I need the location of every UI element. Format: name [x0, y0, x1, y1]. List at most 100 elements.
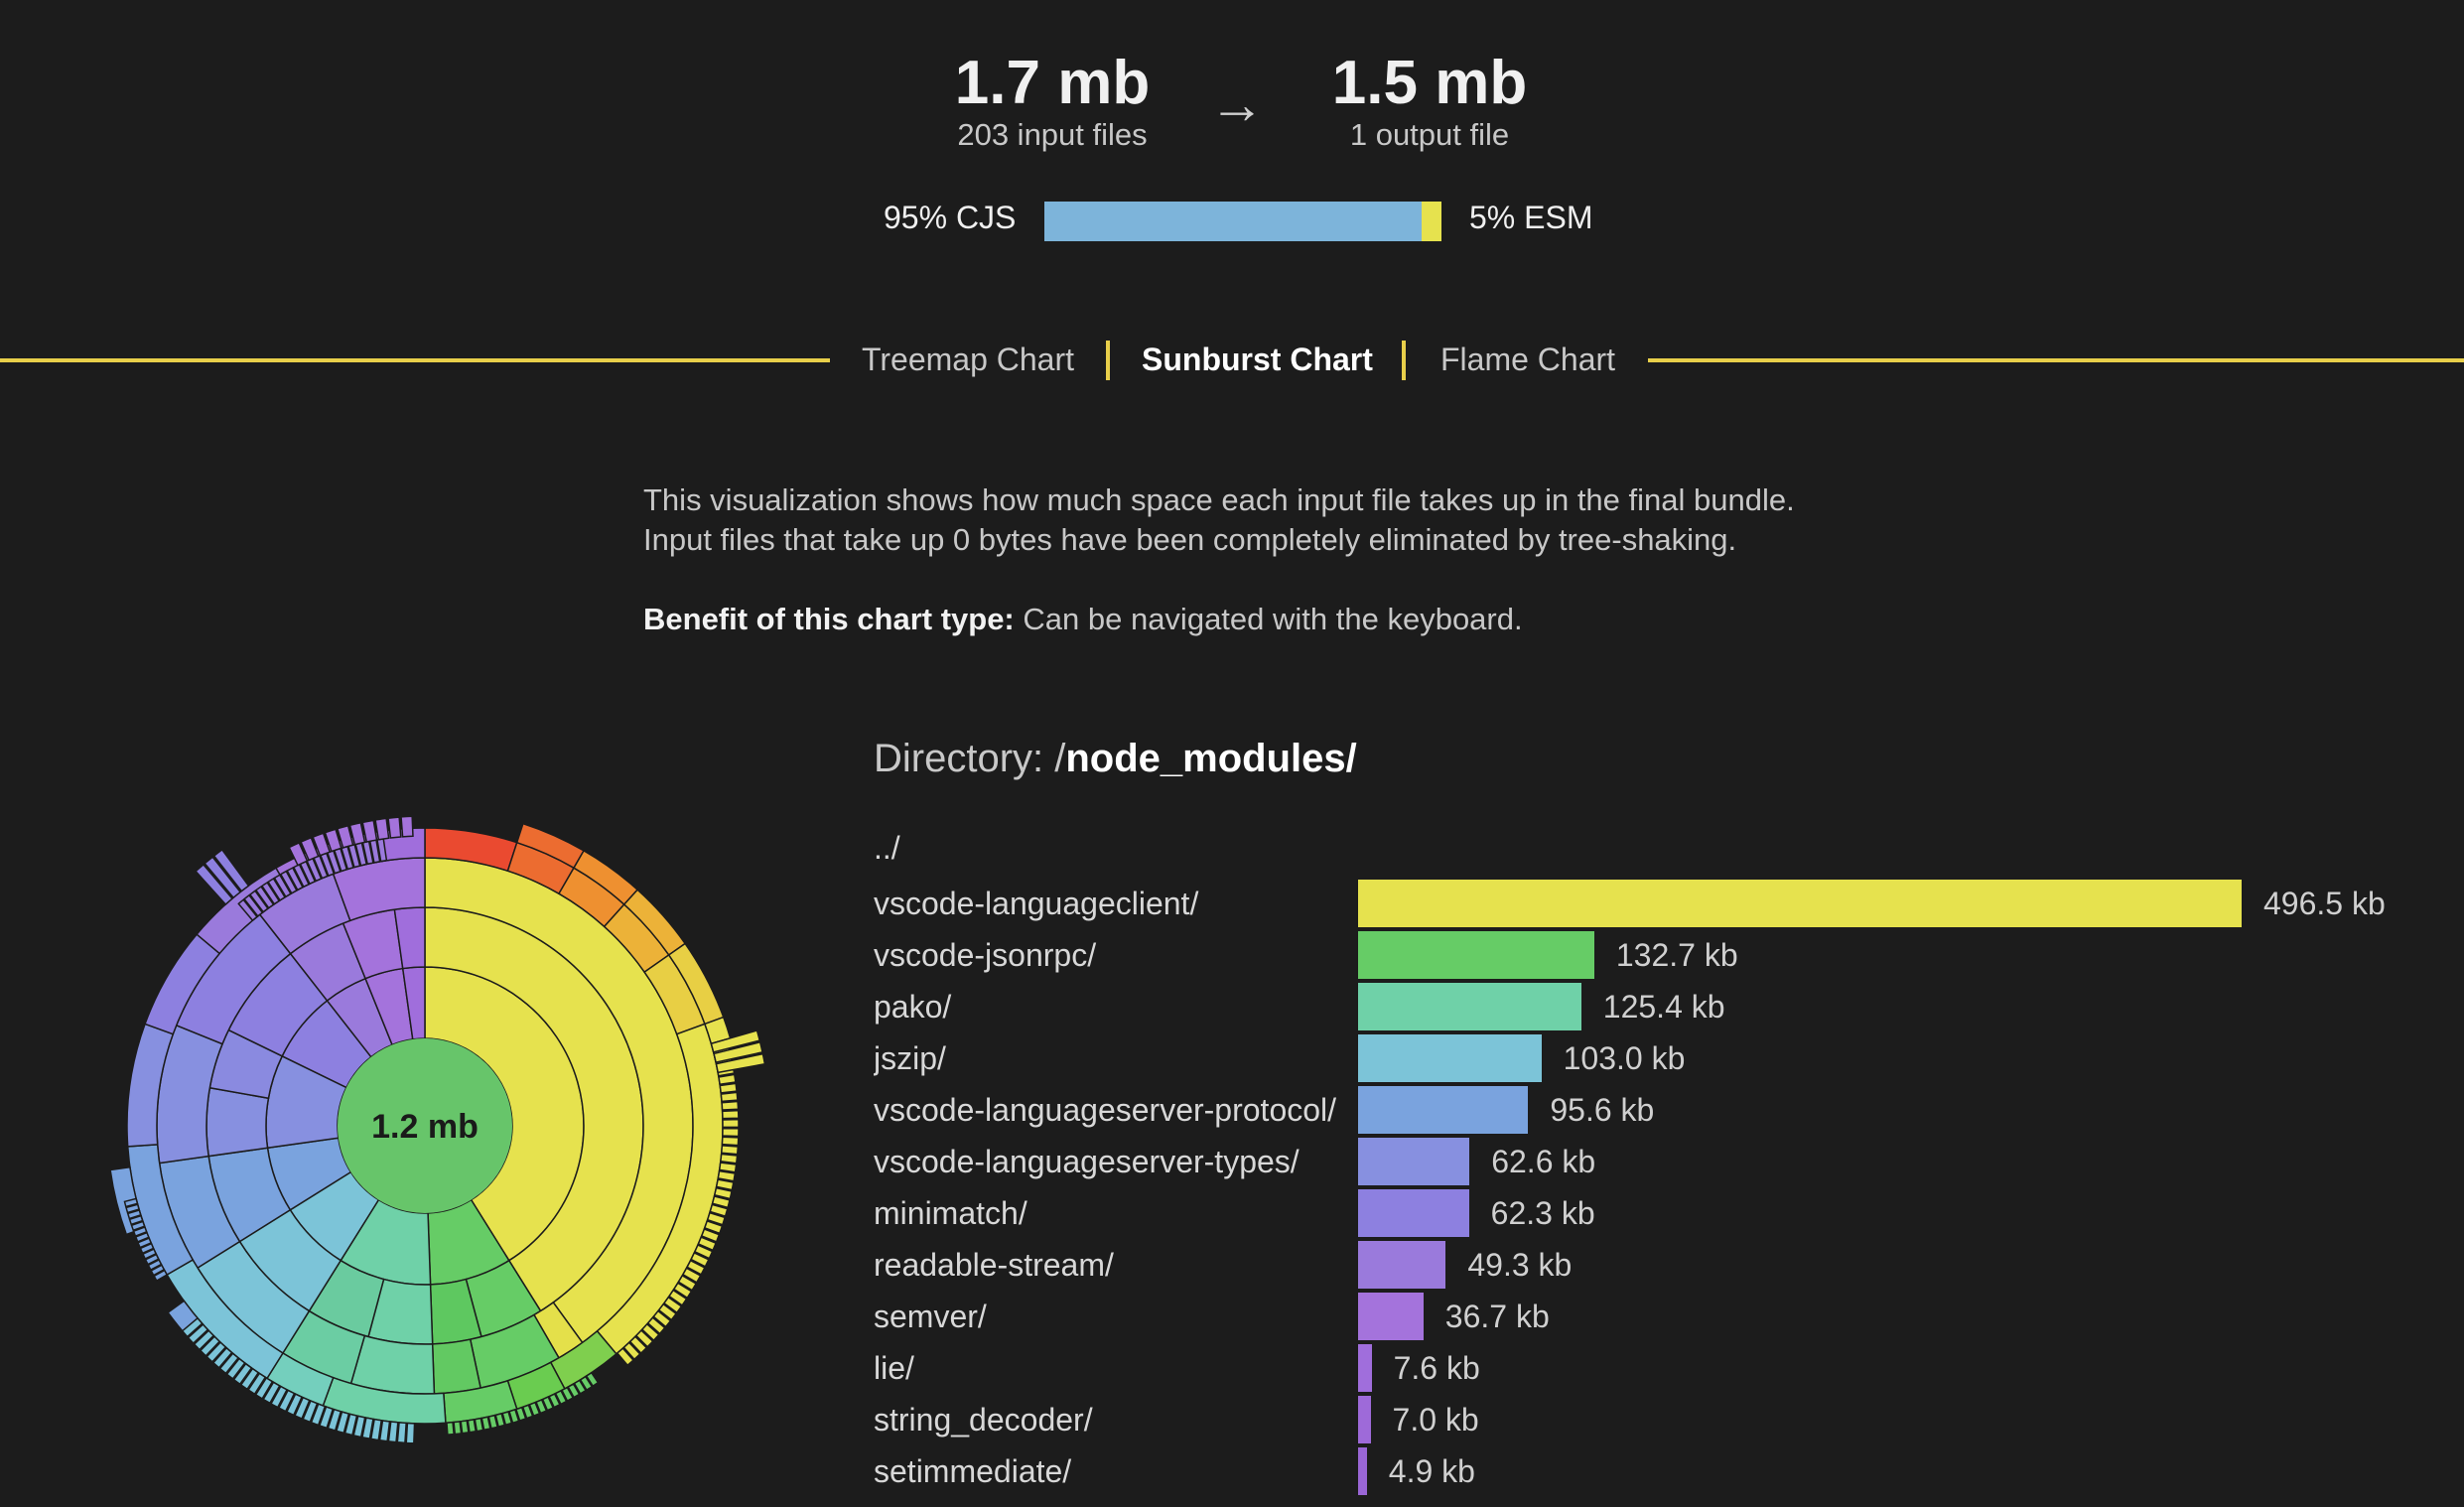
sunburst-fine-segment[interactable]: [369, 1418, 383, 1441]
sunburst-fine-segment[interactable]: [270, 1385, 289, 1409]
sunburst-fine-segment[interactable]: [302, 1400, 319, 1424]
sunburst-fine-segment[interactable]: [528, 1401, 541, 1418]
sunburst-fine-segment[interactable]: [248, 890, 269, 913]
sunburst-fine-segment[interactable]: [487, 1414, 498, 1430]
sunburst-fine-segment[interactable]: [717, 1169, 737, 1182]
sunburst-fine-segment[interactable]: [262, 1381, 281, 1405]
sunburst-fine-segment[interactable]: [150, 1264, 166, 1277]
sunburst-fine-segment[interactable]: [318, 1406, 335, 1430]
sunburst-fine-segment[interactable]: [480, 1416, 491, 1432]
sunburst-fine-segment[interactable]: [697, 1236, 718, 1252]
tab-treemap-chart[interactable]: Treemap Chart: [862, 342, 1074, 377]
sunburst-fine-segment[interactable]: [193, 1329, 215, 1351]
sunburst-fine-segment[interactable]: [181, 1316, 204, 1338]
sunburst-fine-segment[interactable]: [721, 1136, 740, 1147]
sunburst-fine-segment[interactable]: [147, 1258, 163, 1272]
sunburst-fine-segment[interactable]: [514, 1406, 527, 1422]
sunburst-fine-segment[interactable]: [548, 1393, 561, 1409]
sunburst-fine-segment[interactable]: [123, 1197, 139, 1208]
sunburst-fine-segment[interactable]: [722, 1118, 740, 1129]
sunburst-fine-segment[interactable]: [706, 1211, 727, 1226]
sunburst-fine-segment[interactable]: [205, 1341, 227, 1363]
sunburst-fine-segment[interactable]: [719, 1082, 738, 1094]
sunburst-fine-segment[interactable]: [573, 1379, 587, 1395]
sunburst-fine-segment[interactable]: [285, 1393, 304, 1417]
directory-row[interactable]: jszip/103.0 kb: [874, 1032, 2422, 1084]
sunburst-fine-segment[interactable]: [646, 1316, 666, 1335]
sunburst-fine-segment[interactable]: [722, 1127, 740, 1138]
sunburst-fine-segment[interactable]: [212, 848, 250, 892]
sunburst-fine-segment[interactable]: [657, 1302, 678, 1321]
sunburst-fine-segment[interactable]: [310, 1403, 327, 1427]
sunburst-fine-segment[interactable]: [567, 1383, 581, 1399]
sunburst-fine-segment[interactable]: [721, 1100, 740, 1111]
sunburst-fine-segment[interactable]: [132, 1226, 148, 1238]
sunburst-fine-segment[interactable]: [640, 1322, 660, 1342]
sunburst-fine-segment[interactable]: [501, 1411, 513, 1427]
sunburst-fine-segment[interactable]: [718, 1162, 738, 1173]
sunburst-fine-segment[interactable]: [405, 1422, 416, 1444]
sunburst-fine-segment[interactable]: [153, 1269, 169, 1283]
sunburst-fine-segment[interactable]: [260, 881, 281, 905]
sunburst-fine-segment[interactable]: [672, 1282, 693, 1300]
sunburst-fine-segment[interactable]: [560, 1386, 575, 1403]
sunburst-fine-segment[interactable]: [374, 817, 390, 841]
sunburst-fine-segment[interactable]: [126, 1209, 142, 1220]
sunburst-fine-segment[interactable]: [139, 1242, 155, 1255]
sunburst-fine-segment[interactable]: [387, 816, 402, 839]
directory-row[interactable]: vscode-jsonrpc/132.7 kb: [874, 929, 2422, 981]
sunburst-fine-segment[interactable]: [579, 1375, 594, 1392]
sunburst-fine-segment[interactable]: [218, 1352, 240, 1375]
sunburst-fine-segment[interactable]: [195, 863, 234, 906]
directory-row[interactable]: pako/125.4 kb: [874, 981, 2422, 1032]
sunburst-fine-segment[interactable]: [622, 1341, 641, 1361]
sunburst-fine-segment[interactable]: [446, 1421, 455, 1436]
sunburst-fine-segment[interactable]: [709, 1203, 729, 1218]
sunburst-fine-segment[interactable]: [662, 1296, 683, 1314]
sunburst-fine-segment[interactable]: [211, 1346, 233, 1369]
sunburst-fine-segment[interactable]: [242, 893, 264, 917]
sunburst-fine-segment[interactable]: [348, 821, 366, 846]
sunburst-fine-segment[interactable]: [343, 1413, 358, 1437]
sunburst-fine-segment[interactable]: [721, 1109, 740, 1120]
directory-row[interactable]: setimmediate/4.9 kb: [874, 1445, 2422, 1497]
sunburst-fine-segment[interactable]: [134, 1231, 150, 1243]
sunburst-fine-segment[interactable]: [137, 1237, 153, 1249]
sunburst-fine-segment[interactable]: [237, 898, 259, 922]
sunburst-fine-segment[interactable]: [677, 1274, 698, 1292]
sunburst-fine-segment[interactable]: [292, 863, 311, 889]
sunburst-fine-segment[interactable]: [286, 867, 304, 891]
sunburst-fine-segment[interactable]: [474, 1417, 484, 1433]
sunburst-fine-segment[interactable]: [204, 856, 242, 899]
sunburst-fine-segment[interactable]: [616, 1347, 635, 1367]
sunburst-fine-segment[interactable]: [130, 1220, 146, 1232]
sunburst-fine-segment[interactable]: [187, 1323, 209, 1345]
sunburst-fine-segment[interactable]: [711, 1195, 731, 1209]
sunburst-fine-segment[interactable]: [715, 1178, 735, 1191]
sunburst-fine-segment[interactable]: [585, 1371, 600, 1388]
sunburst-fine-segment[interactable]: [267, 877, 286, 901]
sunburst-fine-segment[interactable]: [288, 841, 309, 867]
sunburst-segment[interactable]: [205, 1086, 270, 1158]
directory-row[interactable]: vscode-languageserver-types/62.6 kb: [874, 1136, 2422, 1187]
sunburst-fine-segment[interactable]: [125, 1203, 140, 1214]
sunburst-fine-segment[interactable]: [693, 1244, 714, 1260]
sunburst-fine-segment[interactable]: [710, 1029, 761, 1053]
sunburst-fine-segment[interactable]: [279, 870, 298, 894]
sunburst-fine-segment[interactable]: [144, 1253, 160, 1266]
sunburst-fine-segment[interactable]: [247, 1372, 267, 1396]
sunburst-fine-segment[interactable]: [700, 1228, 721, 1243]
tab-flame-chart[interactable]: Flame Chart: [1440, 342, 1616, 377]
sunburst-fine-segment[interactable]: [703, 1219, 724, 1235]
sunburst-fine-segment[interactable]: [690, 1251, 710, 1268]
sunburst-center[interactable]: [338, 1038, 512, 1213]
sunburst-fine-segment[interactable]: [715, 1052, 766, 1074]
directory-row[interactable]: vscode-languageserver-protocol/95.6 kb: [874, 1084, 2422, 1136]
sunburst-fine-segment[interactable]: [400, 815, 414, 838]
sunburst-fine-arcs[interactable]: [123, 815, 766, 1444]
sunburst-fine-segment[interactable]: [361, 819, 378, 843]
sunburst-fine-segment[interactable]: [453, 1421, 463, 1436]
sunburst-fine-segment[interactable]: [232, 1362, 253, 1386]
directory-parent-link[interactable]: ../: [874, 830, 900, 866]
sunburst-fine-segment[interactable]: [494, 1412, 506, 1428]
